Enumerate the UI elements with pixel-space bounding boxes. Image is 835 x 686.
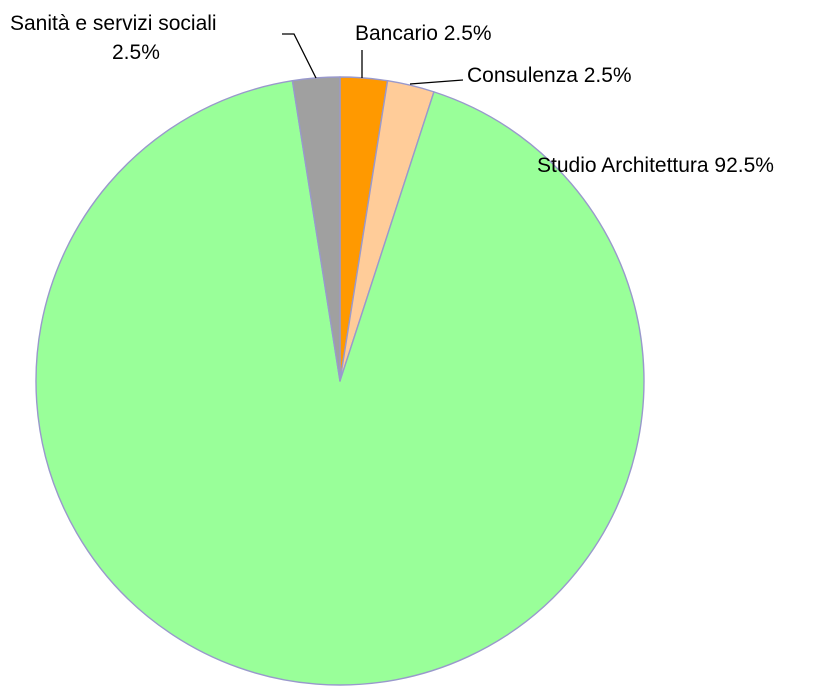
pie-slices xyxy=(35,76,645,686)
label-sanita-name: Sanità e servizi sociali xyxy=(10,12,217,35)
label-consulenza: Consulenza 2.5% xyxy=(467,64,632,87)
leader-line-consulenza xyxy=(409,79,464,85)
label-studio-architettura: Studio Architettura 92.5% xyxy=(537,154,774,177)
label-sanita-value: 2.5% xyxy=(112,41,160,64)
label-bancario: Bancario 2.5% xyxy=(355,22,492,45)
pie-slice-studio-architettura xyxy=(35,80,645,686)
pie-slice-sanit-e-servizi-sociali xyxy=(291,76,341,382)
leader-line-sanita xyxy=(282,33,317,79)
